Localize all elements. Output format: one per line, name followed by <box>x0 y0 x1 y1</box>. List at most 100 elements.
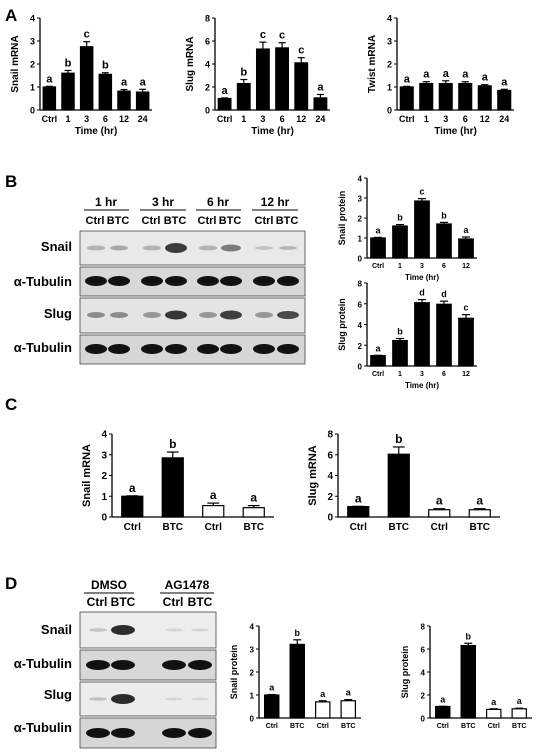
bar <box>340 700 356 719</box>
y-axis-label: Snail mRNA <box>81 444 93 507</box>
significance-letter: a <box>317 81 324 93</box>
significance-letter: a <box>375 225 381 235</box>
x-tick-label: Ctrl <box>437 723 449 730</box>
y-tick-label: 4 <box>358 321 363 330</box>
blot-b-lane-ctrl: Ctrl <box>86 215 105 227</box>
x-tick-label: Ctrl <box>205 522 222 533</box>
x-axis-label: Time (hr) <box>405 273 439 282</box>
bar <box>370 355 386 367</box>
significance-letter: a <box>404 73 411 85</box>
bar <box>511 708 527 719</box>
x-tick-label: BTC <box>469 522 490 533</box>
bar <box>202 504 225 518</box>
bar <box>161 457 184 518</box>
x-axis-label: Time (hr) <box>251 126 294 137</box>
blot-d-lane-btc: BTC <box>188 595 213 609</box>
bar <box>242 507 265 518</box>
y-tick-label: 6 <box>327 450 333 461</box>
bar <box>458 317 474 367</box>
y-tick-label: 0 <box>30 106 35 116</box>
significance-letter: a <box>463 225 469 235</box>
blot-d-group-dmso: DMSO <box>91 578 127 592</box>
y-tick-label: 1 <box>358 235 363 244</box>
y-axis-label: Slug mRNA <box>307 445 319 506</box>
blot-b-time-3: 3 hr <box>152 195 174 209</box>
x-tick-label: Ctrl <box>372 371 384 378</box>
blot-b-lane-btc: BTC <box>164 215 187 227</box>
y-tick-label: 4 <box>387 14 392 24</box>
bar <box>79 46 94 111</box>
blot-b-time-6: 6 hr <box>207 195 229 209</box>
significance-letter: a <box>462 69 469 81</box>
blot-b-row-slug: Slug <box>44 306 72 321</box>
panel-label-c: C <box>5 395 17 414</box>
x-tick-label: 24 <box>499 114 509 124</box>
x-tick-label: Ctrl <box>124 522 141 533</box>
y-axis-label: Snail mRNA <box>10 35 21 92</box>
x-tick-label: 24 <box>138 114 148 124</box>
blot-b-row-snail: Snail <box>41 239 72 254</box>
bar <box>392 225 408 259</box>
significance-letter: c <box>260 29 266 41</box>
x-tick-label: 24 <box>315 114 325 124</box>
significance-letter: a <box>140 76 147 88</box>
y-tick-label: 4 <box>250 623 255 632</box>
y-tick-label: 3 <box>250 646 255 655</box>
y-tick-label: 2 <box>327 492 333 503</box>
bar <box>121 495 144 518</box>
x-axis-label: Time (hr) <box>434 126 477 137</box>
x-tick-label: 3 <box>420 263 424 270</box>
significance-letter: a <box>436 494 443 508</box>
y-tick-label: 2 <box>250 669 255 678</box>
x-tick-label: 6 <box>463 114 468 124</box>
significance-letter: b <box>295 628 301 638</box>
bar <box>275 47 290 111</box>
bar <box>98 73 113 111</box>
x-tick-label: 6 <box>103 114 108 124</box>
blot-d-lane-btc: BTC <box>111 595 136 609</box>
bar <box>347 506 370 518</box>
x-tick-label: 6 <box>280 114 285 124</box>
significance-letter: a <box>440 694 446 704</box>
x-tick-label: 12 <box>462 263 470 270</box>
y-tick-label: 8 <box>421 623 426 632</box>
blot-b-lane-btc: BTC <box>219 215 242 227</box>
y-axis-label: Twist mRNA <box>367 35 378 93</box>
x-tick-label: BTC <box>512 723 526 730</box>
significance-letter: c <box>463 303 468 313</box>
y-tick-label: 4 <box>101 430 107 441</box>
bar <box>313 97 328 111</box>
blot-d: DMSO AG1478 Ctrl BTC Ctrl BTC Snail α-Tu… <box>14 578 217 749</box>
y-tick-label: 4 <box>205 60 210 70</box>
x-tick-label: 12 <box>480 114 490 124</box>
x-tick-label: 1 <box>398 371 402 378</box>
bar <box>458 238 474 259</box>
significance-letter: a <box>121 77 128 89</box>
y-axis-label: Snail protein <box>229 645 239 700</box>
x-tick-label: Ctrl <box>266 723 278 730</box>
x-tick-label: BTC <box>162 522 183 533</box>
significance-letter: a <box>210 488 217 502</box>
y-axis-label: Slug protein <box>337 298 347 351</box>
significance-letter: a <box>482 72 489 84</box>
significance-letter: a <box>423 69 430 81</box>
y-tick-label: 6 <box>421 646 426 655</box>
blot-b-lane-ctrl: Ctrl <box>255 215 274 227</box>
significance-letter: d <box>419 288 425 298</box>
bar <box>42 86 57 111</box>
significance-letter: c <box>279 30 285 42</box>
significance-letter: a <box>346 688 352 698</box>
blot-b-lane-ctrl: Ctrl <box>142 215 161 227</box>
x-tick-label: BTC <box>341 723 355 730</box>
y-tick-label: 4 <box>327 471 333 482</box>
bar <box>436 303 452 367</box>
significance-letter: b <box>466 631 472 641</box>
significance-letter: b <box>397 213 403 223</box>
significance-letter: c <box>298 45 304 57</box>
y-tick-label: 2 <box>358 342 363 351</box>
blot-d-row-tubulin: α-Tubulin <box>14 720 72 735</box>
bar <box>436 223 452 259</box>
significance-letter: b <box>65 57 72 69</box>
